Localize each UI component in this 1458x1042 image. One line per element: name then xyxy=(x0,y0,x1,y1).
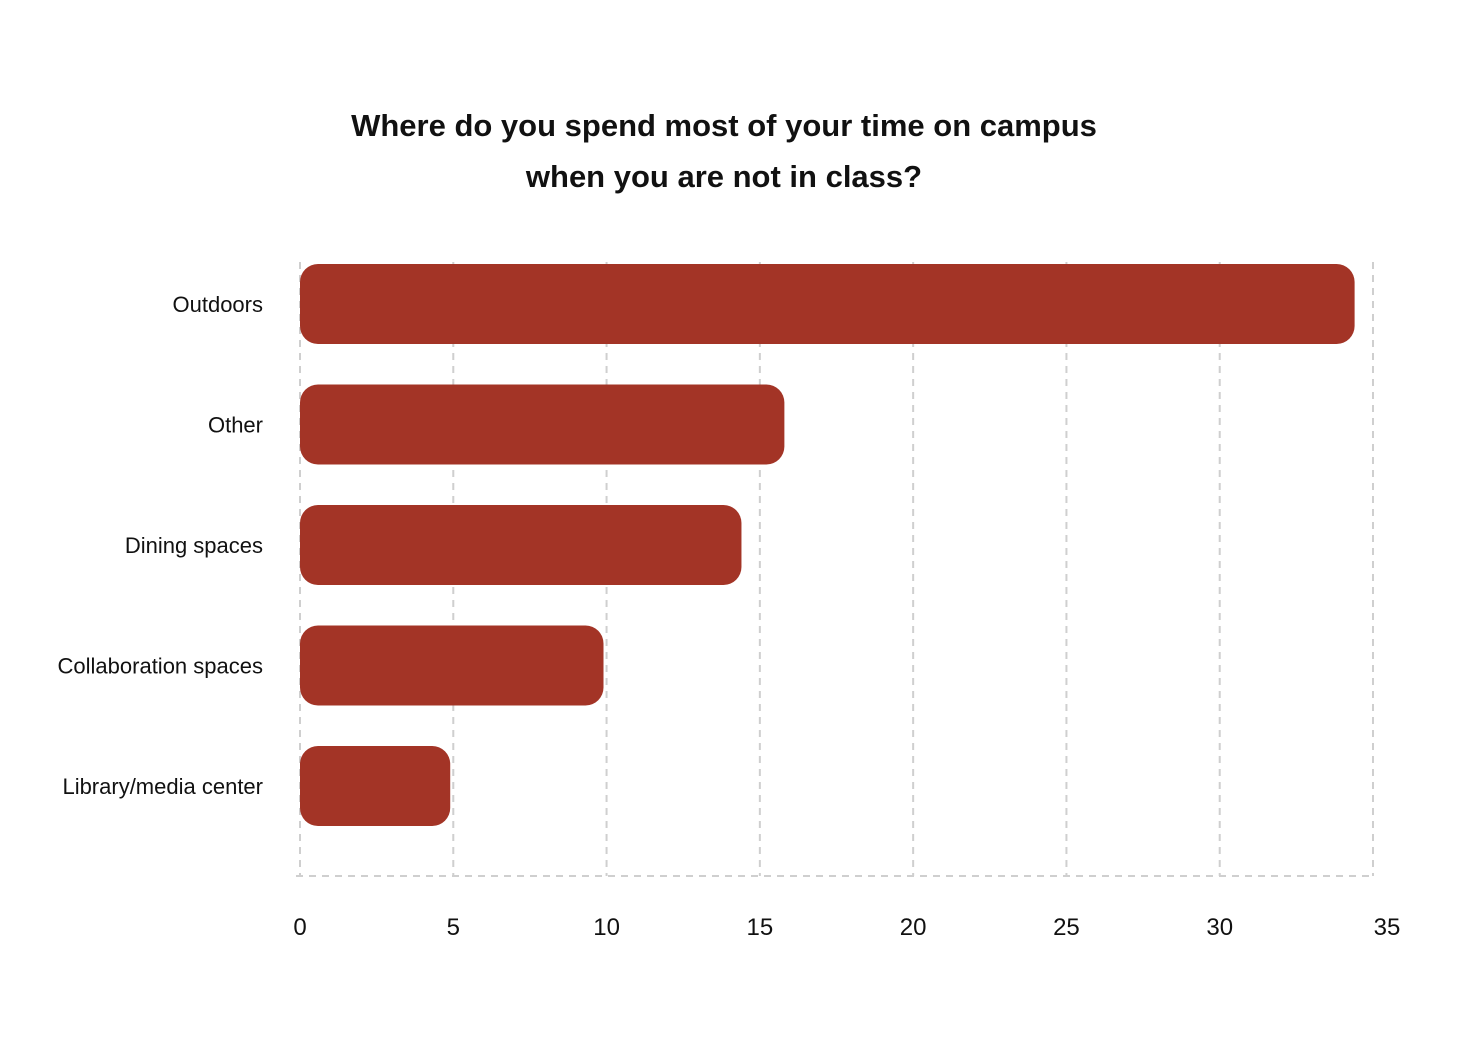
category-label: Other xyxy=(208,413,263,438)
x-tick-label: 5 xyxy=(447,914,460,941)
x-tick-label: 10 xyxy=(593,914,620,941)
bar-library-media-center xyxy=(300,746,451,826)
category-label: Dining spaces xyxy=(125,533,263,558)
category-labels: Outdoors Other Dining spaces Collaboration … xyxy=(58,292,263,799)
x-tick-label: 15 xyxy=(747,914,774,941)
x-axis-tick-labels: 0 5 10 15 20 25 30 35 xyxy=(293,914,1400,941)
x-tick-label: 30 xyxy=(1206,914,1233,941)
x-tick-label: 0 xyxy=(293,914,306,941)
x-tick-label: 35 xyxy=(1374,914,1401,941)
bar-other xyxy=(300,384,785,465)
category-label: Collaboration spaces xyxy=(58,654,263,679)
bars xyxy=(300,264,1355,826)
bar-dining-spaces xyxy=(300,505,742,585)
category-label: Library/media center xyxy=(62,774,263,799)
chart-title-line-1: Where do you spend most of your time on … xyxy=(351,108,1097,143)
chart-title-line-2: when you are not in class? xyxy=(525,159,923,194)
bar-collaboration-spaces xyxy=(300,625,604,706)
category-label: Outdoors xyxy=(173,292,264,317)
bar-outdoors xyxy=(300,264,1355,344)
x-tick-label: 25 xyxy=(1053,914,1080,941)
chart-title: Where do you spend most of your time on … xyxy=(0,100,1448,202)
x-tick-label: 20 xyxy=(900,914,927,941)
